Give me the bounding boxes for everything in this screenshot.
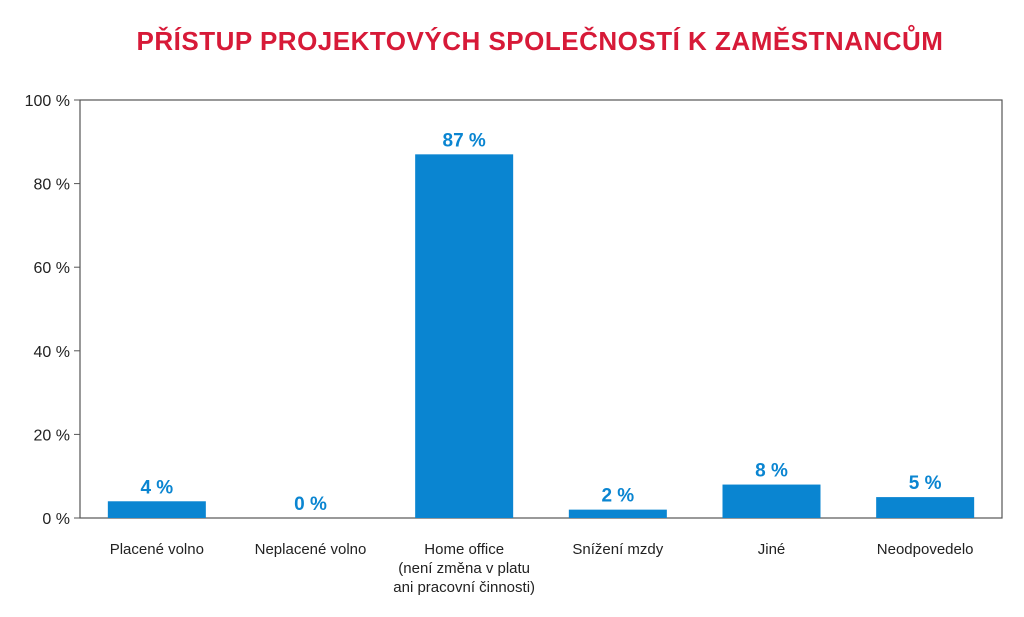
y-axis: 0 % 20 % 40 % 60 % 80 % 100 %	[25, 93, 80, 528]
y-tick-label: 60 %	[34, 260, 70, 277]
x-category-label: Neplacené volno	[255, 541, 367, 558]
bar-value-label: 5 %	[909, 473, 942, 494]
x-category-label: Jiné	[758, 541, 786, 558]
y-tick-label: 20 %	[34, 427, 70, 444]
x-category-label: Home office (není změna v platu ani pracov…	[393, 541, 535, 596]
bar-value-label: 4 %	[140, 477, 173, 498]
y-tick-label: 80 %	[34, 177, 70, 194]
bar-value-label: 8 %	[755, 461, 788, 482]
bar-value-label: 0 %	[294, 494, 327, 515]
bar	[107, 501, 206, 518]
bar-value-label: 87 %	[443, 130, 486, 151]
y-tick-label: 0 %	[42, 511, 70, 528]
chart-title: PŘÍSTUP PROJEKTOVÝCH SPOLEČNOSTÍ K ZAMĚS…	[136, 26, 944, 56]
bar	[876, 497, 975, 518]
plot-area-frame	[79, 99, 1003, 519]
bar	[568, 509, 667, 518]
bar-value-label: 2 %	[601, 486, 634, 507]
bar	[722, 484, 821, 518]
bars	[107, 154, 975, 518]
x-axis: Placené volno Neplacené volno Home office(…	[110, 541, 974, 596]
y-tick-label: 40 %	[34, 344, 70, 361]
y-tick-label: 100 %	[25, 93, 70, 110]
x-category-label: Placené volno	[110, 541, 204, 558]
x-category-label: Snížení mzdy	[572, 541, 663, 558]
data-labels: 4 % 0 % 87 % 2 % 8 % 5 %	[140, 130, 941, 515]
x-category-label: Neodpovedelo	[877, 541, 974, 558]
bar	[415, 154, 514, 518]
